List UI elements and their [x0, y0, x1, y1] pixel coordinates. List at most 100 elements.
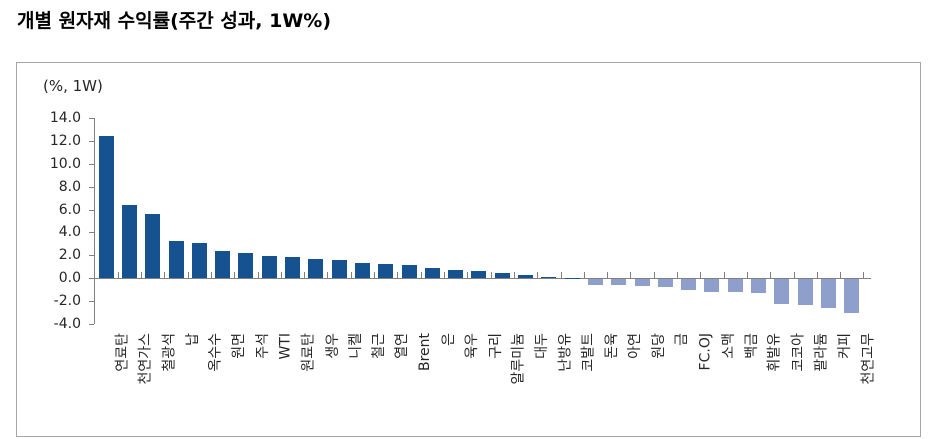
category-tick — [677, 272, 678, 278]
y-axis-tick — [89, 186, 94, 188]
y-axis-tick-label: 12.0 — [49, 132, 81, 149]
bar-육우 — [448, 270, 464, 278]
x-axis-category-label: 열연 — [394, 333, 411, 359]
bar-납 — [168, 241, 184, 278]
x-axis-category-label: 천연고무 — [860, 333, 877, 385]
x-axis-category-label: 휘발유 — [767, 333, 783, 372]
category-tick — [234, 272, 236, 278]
bar-천연고무 — [844, 279, 860, 314]
x-axis-category-label: 소맥 — [720, 333, 737, 359]
category-tick — [816, 272, 818, 278]
x-axis-category-label: 은 — [440, 333, 457, 346]
chart-frame: (%, 1W) 14.0 12.0 10.0 8.0 6.0 4.0 2.0 0.0 -2.0 -… — [16, 62, 921, 437]
category-tick — [350, 272, 352, 278]
category-tick — [513, 272, 515, 278]
x-axis-category-label: 코발트 — [580, 333, 597, 372]
category-tick — [723, 272, 725, 278]
category-tick — [280, 272, 282, 278]
category-tick — [420, 272, 422, 278]
bar-대두 — [518, 274, 533, 278]
bar-FC.OJ — [681, 279, 697, 291]
x-axis-category-label: 주석 — [254, 333, 271, 359]
y-axis-tick-label: 6.0 — [58, 201, 81, 218]
y-axis-tick — [89, 118, 94, 119]
y-axis-tick-label: -2.0 — [53, 293, 81, 310]
y-axis-tick-label: 10.0 — [49, 155, 81, 172]
category-tick — [397, 272, 399, 278]
y-axis-tick — [89, 278, 94, 280]
bar-열연 — [378, 264, 394, 278]
bar-옥수수 — [191, 242, 207, 278]
bar-휘발유 — [751, 279, 766, 293]
y-axis-tick — [89, 324, 94, 325]
bar-구리 — [471, 271, 487, 278]
x-axis-category-label: 원료탄 — [301, 333, 317, 372]
bar-원료탄 — [285, 257, 300, 278]
category-tick — [700, 272, 702, 278]
x-axis-category-label: 철근 — [370, 333, 387, 359]
bar-생우 — [308, 258, 324, 278]
x-axis-category-label: 난방유 — [557, 333, 574, 372]
x-axis-category-label: 육우 — [464, 333, 481, 359]
category-tick — [583, 272, 585, 278]
y-axis-line — [94, 118, 95, 324]
y-axis-tick — [89, 209, 94, 211]
category-tick — [374, 272, 376, 278]
y-axis-tick-label: 0.0 — [58, 270, 81, 287]
bar-팔라듐 — [797, 279, 813, 306]
bar-연료탄 — [98, 136, 114, 278]
category-tick — [863, 272, 865, 278]
category-tick — [537, 272, 539, 278]
x-axis-category-label: 원당 — [650, 333, 667, 359]
category-tick — [94, 272, 96, 278]
x-axis-category-label: 돈육 — [603, 333, 620, 359]
bar-WTI — [261, 256, 277, 278]
category-tick — [467, 272, 469, 278]
category-tick — [607, 272, 608, 278]
x-axis-category-label: 팔라듐 — [813, 333, 830, 372]
x-axis-category-label: 구리 — [487, 333, 504, 359]
x-axis-category-label: 니켈 — [347, 333, 364, 359]
bar-알루미늄 — [494, 273, 510, 278]
bar-Brent — [401, 265, 417, 278]
x-axis-category-label: 생우 — [324, 333, 341, 359]
bar-난방유 — [541, 276, 557, 278]
y-axis-tick-label: 8.0 — [58, 178, 81, 195]
category-tick — [164, 272, 166, 278]
bar-소맥 — [704, 279, 720, 292]
category-tick — [770, 272, 772, 278]
x-axis-category-label: 철광석 — [161, 333, 178, 372]
bar-코발트 — [564, 277, 580, 278]
y-axis-tick-label: 14.0 — [49, 110, 81, 126]
category-tick — [210, 272, 212, 278]
bar-코코아 — [774, 279, 790, 305]
x-axis-category-label: 커피 — [836, 333, 853, 359]
y-axis-tick — [89, 301, 94, 303]
x-axis-category-label: 알루미늄 — [510, 333, 527, 385]
y-axis-tick — [89, 232, 94, 234]
category-tick — [630, 272, 632, 278]
x-axis-category-label: 대두 — [534, 333, 550, 359]
x-axis-category-label: 코코아 — [790, 333, 807, 372]
category-tick — [327, 272, 329, 278]
category-tick — [746, 272, 748, 278]
bar-니켈 — [331, 259, 347, 278]
bar-철광석 — [145, 214, 161, 278]
category-tick — [653, 272, 655, 278]
bar-돈육 — [587, 279, 603, 285]
bar-금 — [657, 279, 673, 287]
y-axis-tick-label: 2.0 — [58, 247, 81, 264]
category-tick — [117, 272, 119, 278]
x-axis-category-label: 연료탄 — [114, 333, 131, 372]
category-tick — [443, 272, 445, 278]
bar-원당 — [634, 279, 650, 286]
category-tick — [257, 272, 259, 278]
category-tick — [187, 272, 189, 278]
x-axis-line — [94, 278, 871, 279]
category-tick — [560, 272, 562, 278]
y-axis-unit-label: (%, 1W) — [43, 77, 103, 95]
y-axis-tick — [89, 163, 94, 165]
x-axis-category-label: 원면 — [231, 333, 248, 359]
x-axis-category-label: 아연 — [627, 333, 644, 359]
